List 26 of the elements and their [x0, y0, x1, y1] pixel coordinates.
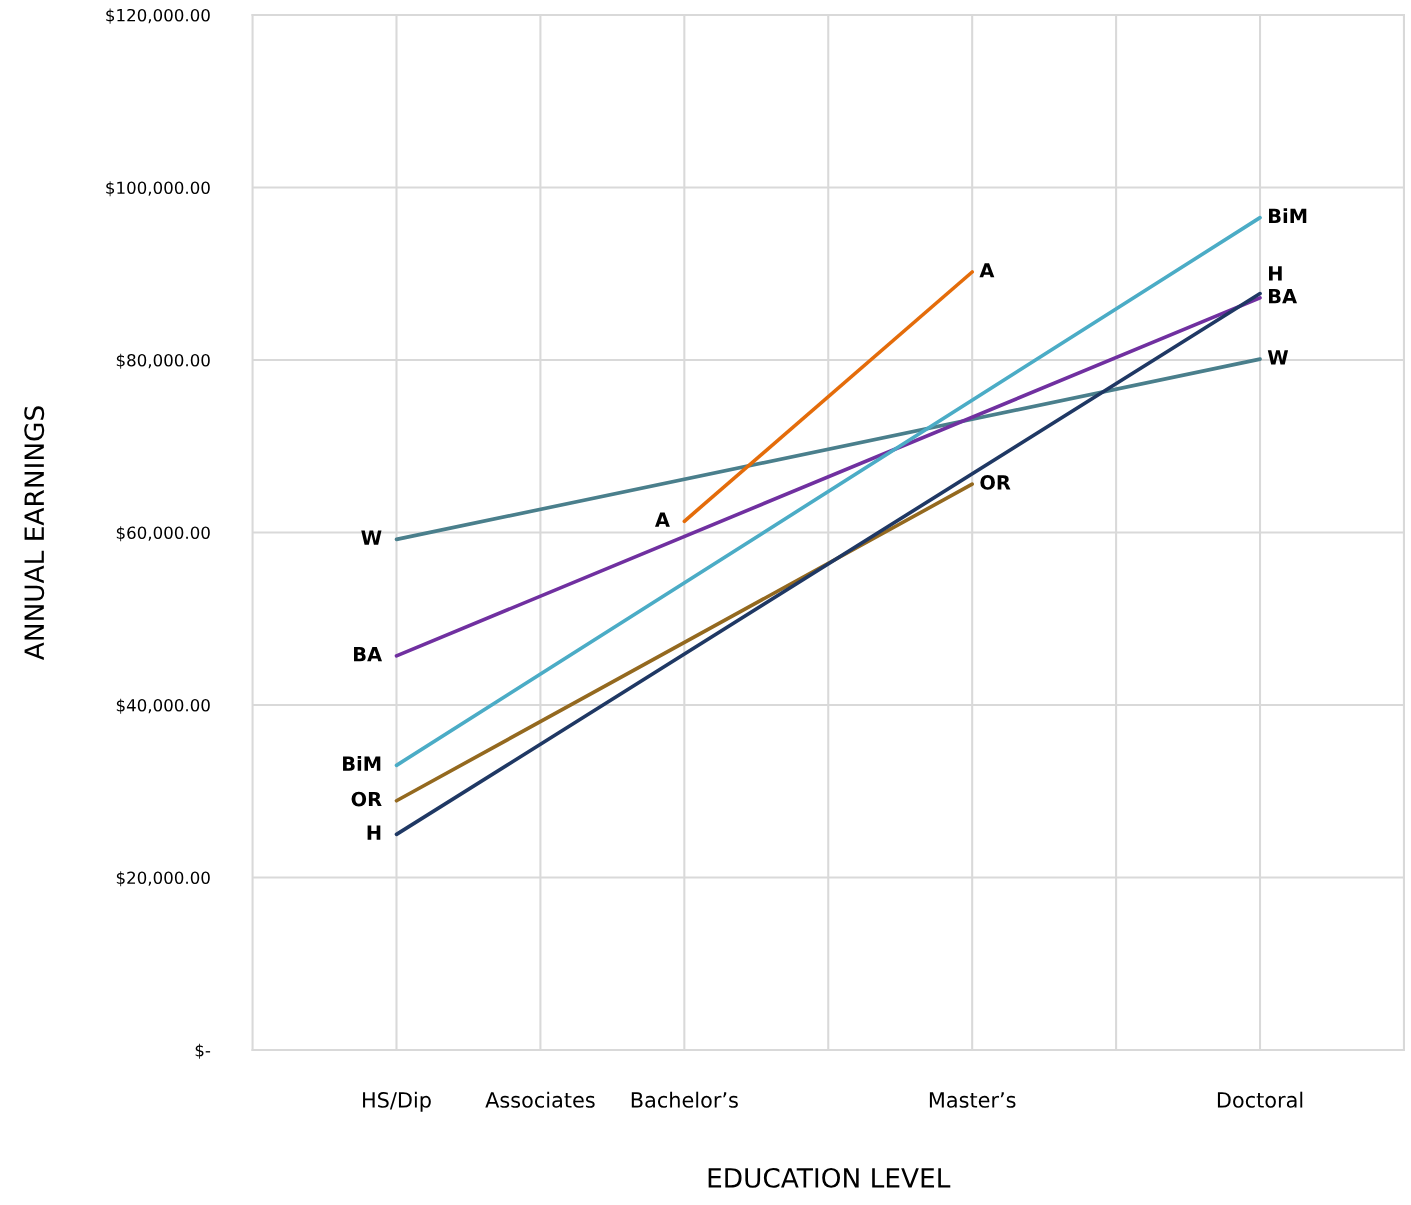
- y-tick-label: $60,000.00: [116, 526, 210, 542]
- series-label: BA: [1269, 289, 1297, 304]
- text: BA: [354, 647, 382, 662]
- text: OR: [351, 791, 382, 807]
- series-label: H: [1269, 266, 1282, 281]
- x-tick-label: Master’s: [929, 1092, 1016, 1108]
- series-label: W: [1267, 350, 1289, 365]
- y-tick-label: $120,000.00: [106, 8, 210, 24]
- text: A: [654, 512, 670, 527]
- series-label: OR: [980, 475, 1011, 490]
- y-tick-label: $100,000.00: [106, 181, 210, 197]
- series-label: BiM: [1269, 208, 1307, 224]
- y-axis-title: ANNUAL EARNINGS: [24, 406, 45, 661]
- text: H: [367, 825, 381, 840]
- x-axis-title: EDUCATION LEVEL: [708, 1167, 951, 1188]
- x-tick-label: Bachelor’s: [631, 1091, 738, 1108]
- text: W: [361, 530, 382, 545]
- x-tick-label: Associates: [485, 1091, 595, 1108]
- y-tick-label: $-: [195, 1043, 211, 1059]
- y-tick-label: $80,000.00: [116, 353, 210, 369]
- text: BiM: [343, 755, 381, 771]
- series-label: A: [979, 263, 995, 278]
- x-tick-label: HS/Dip: [363, 1091, 431, 1112]
- x-tick-label: Doctoral: [1217, 1091, 1303, 1108]
- y-tick-label: $20,000.00: [116, 871, 210, 887]
- y-tick-label: $40,000.00: [116, 698, 210, 714]
